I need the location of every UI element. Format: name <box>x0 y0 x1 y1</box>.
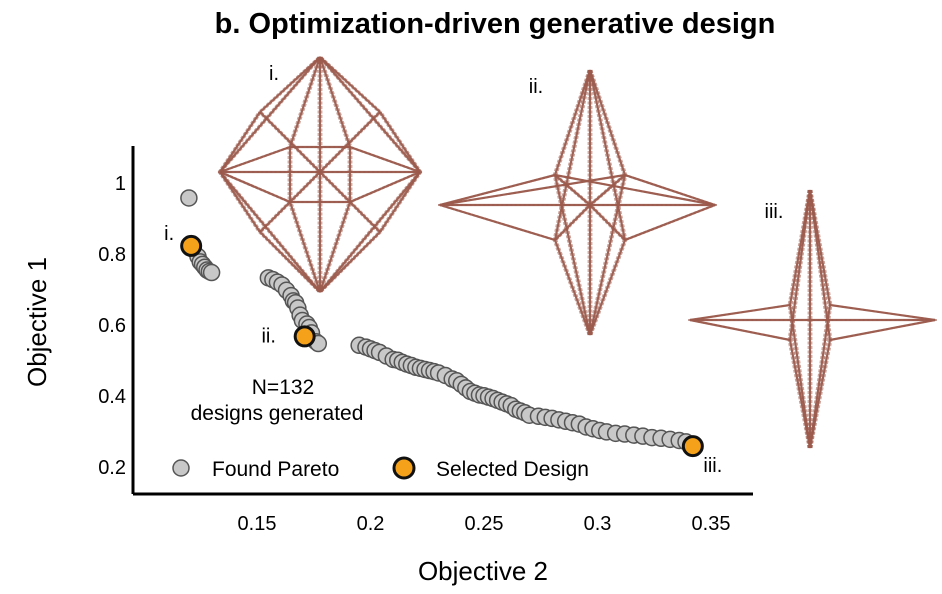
y-tick-label: 1 <box>115 173 126 195</box>
x-tick-label: 0.15 <box>238 513 277 535</box>
y-tick-label: 0.4 <box>98 386 126 408</box>
pareto-point <box>202 263 221 282</box>
y-tick-label: 0.6 <box>98 315 126 337</box>
inset-label-i: i. <box>269 63 279 85</box>
pareto-point <box>180 189 198 207</box>
selected-design-point <box>681 435 704 458</box>
x-tick-label: 0.25 <box>465 513 504 535</box>
structure-iii-illustration <box>688 189 937 449</box>
y-tick-labels: 0.2 0.4 0.6 0.8 1 <box>98 173 126 479</box>
selected-design-label: iii. <box>703 455 722 477</box>
legend-label-found-pareto: Found Pareto <box>212 458 339 481</box>
selected-design-point <box>180 234 203 257</box>
selected-design-point <box>293 325 316 348</box>
sample-count-caption: designs generated <box>191 402 364 425</box>
legend-marker-selected-design <box>392 456 416 480</box>
selected-design-label: i. <box>164 223 174 245</box>
chart-title: b. Optimization-driven generative design <box>215 8 776 40</box>
legend-marker-found-pareto <box>172 459 190 477</box>
x-tick-label: 0.2 <box>357 513 385 535</box>
y-tick-label: 0.8 <box>98 244 126 266</box>
inset-label-ii: ii. <box>529 76 543 98</box>
sample-count-annotation: N=132 <box>252 376 314 399</box>
structure-illustrations <box>217 56 937 449</box>
legend-label-selected-design: Selected Design <box>436 458 589 481</box>
y-axis-label: Objective 1 <box>22 257 52 387</box>
inset-label-iii: iii. <box>765 201 784 223</box>
selected-design-label: ii. <box>261 325 275 347</box>
x-tick-label: 0.3 <box>584 513 612 535</box>
x-axis-label: Objective 2 <box>418 556 548 586</box>
x-tick-labels: 0.15 0.2 0.25 0.3 0.35 <box>238 513 731 535</box>
legend: Found Pareto Selected Design <box>172 456 589 481</box>
x-tick-label: 0.35 <box>692 513 731 535</box>
structure-i-illustration <box>217 56 423 293</box>
scatter-points: i. ii. iii. <box>164 189 722 477</box>
structure-ii-illustration <box>438 69 718 336</box>
y-tick-label: 0.2 <box>98 457 126 479</box>
